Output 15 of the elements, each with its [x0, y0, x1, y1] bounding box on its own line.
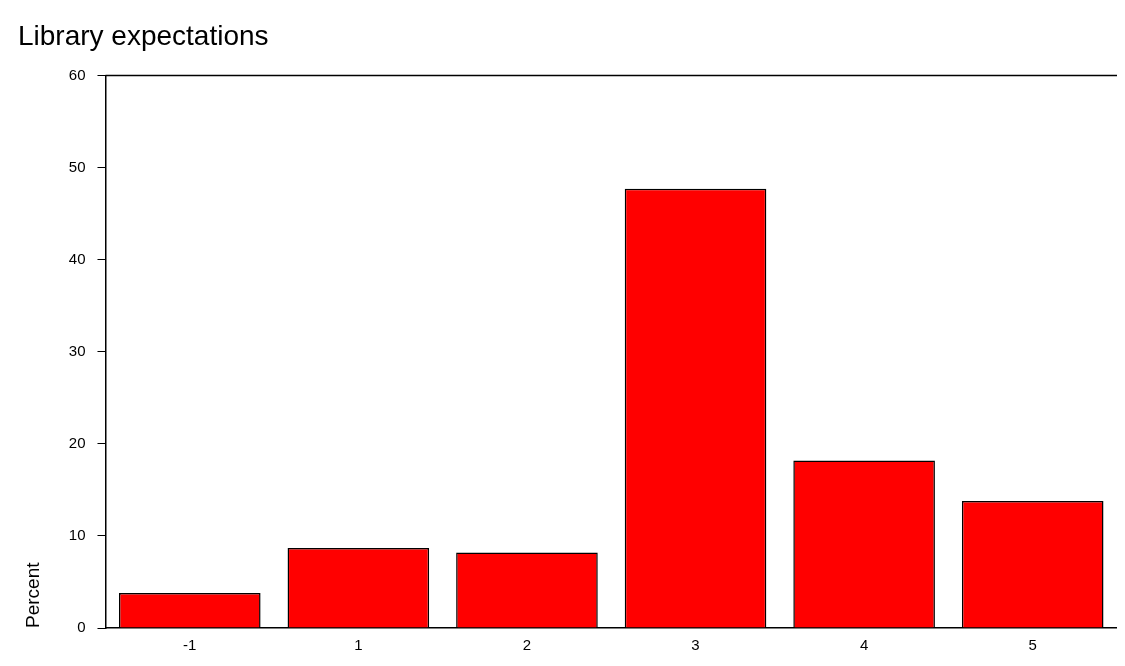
x-tick-label: 4 — [859, 636, 869, 654]
x-tick-label: 5 — [1028, 636, 1037, 654]
y-tick-label: 20 — [68, 434, 86, 452]
y-tick-label: 50 — [68, 157, 86, 175]
y-axis-title: Percent — [21, 561, 43, 628]
chart-title: Library expectations — [18, 19, 269, 51]
x-tick-label: -1 — [183, 636, 197, 654]
y-tick-label: 30 — [68, 341, 86, 359]
x-tick-label: 1 — [354, 636, 363, 654]
x-tick-label: 3 — [691, 636, 700, 654]
y-tick-label: 40 — [68, 249, 86, 267]
y-tick-label: 60 — [68, 65, 86, 83]
y-tick-label: 10 — [68, 526, 86, 544]
x-tick-label: 2 — [522, 636, 532, 654]
y-tick-label: 0 — [77, 618, 86, 636]
